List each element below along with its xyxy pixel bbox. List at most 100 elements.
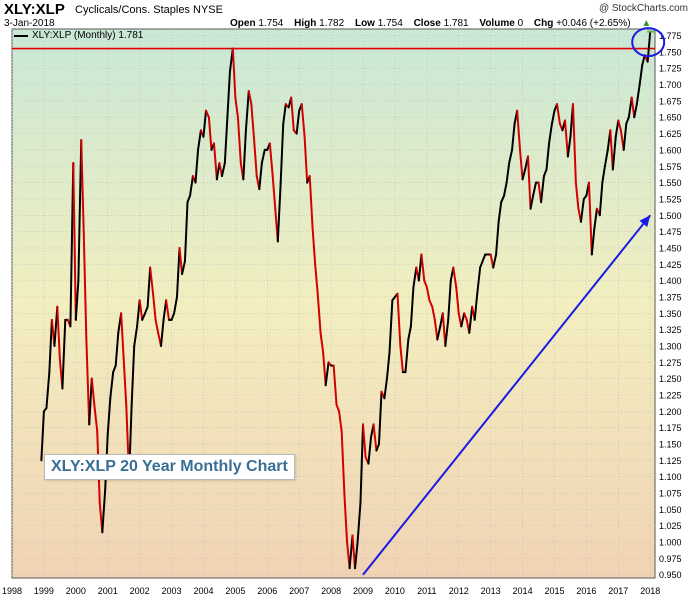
y-tick-label: 1.650: [659, 113, 682, 123]
trendline-arrowhead: [639, 215, 651, 227]
symbol-title: XLY:XLP: [4, 1, 65, 18]
volume-value: 0: [517, 18, 524, 29]
y-tick-label: 1.050: [659, 505, 682, 515]
y-tick-label: 1.550: [659, 178, 682, 188]
x-tick-label: 2009: [353, 586, 373, 596]
price-segment: [516, 109, 522, 151]
price-segment: [383, 377, 388, 400]
low-value: 1.754: [377, 18, 403, 29]
price-segment: [144, 305, 149, 315]
price-segment: [207, 116, 213, 151]
x-tick-label: 2008: [321, 586, 341, 596]
x-tick-label: 2010: [385, 586, 405, 596]
price-segment: [175, 246, 181, 298]
trendline: [362, 214, 651, 576]
price-segment: [114, 331, 120, 367]
y-tick-label: 1.500: [659, 211, 682, 221]
price-segment: [511, 122, 516, 151]
price-segment: [276, 181, 282, 243]
price-segment: [550, 109, 556, 125]
y-tick-label: 1.300: [659, 341, 682, 351]
price-segment: [404, 338, 410, 374]
y-tick-label: 1.775: [659, 31, 682, 41]
price-segment: [194, 148, 200, 184]
y-tick-label: 1.100: [659, 472, 682, 482]
y-tick-label: 1.150: [659, 440, 682, 450]
price-segment: [593, 207, 598, 230]
price-segment: [311, 227, 317, 266]
price-segment: [614, 119, 620, 138]
x-tick-label: 2015: [544, 586, 564, 596]
price-segment: [120, 312, 125, 361]
y-tick-label: 1.475: [659, 227, 682, 237]
y-tick-label: 1.000: [659, 538, 682, 548]
x-tick-label: 2016: [576, 586, 596, 596]
price-segment: [519, 148, 524, 181]
price-segment: [463, 312, 468, 321]
y-tick-label: 1.450: [659, 243, 682, 253]
x-tick-label: 2014: [513, 586, 533, 596]
y-tick-label: 0.950: [659, 570, 682, 580]
price-segment: [130, 344, 136, 406]
price-segment: [319, 331, 325, 354]
price-segment: [133, 325, 139, 347]
price-segment: [433, 318, 439, 341]
price-segment: [247, 90, 253, 106]
price-segment: [625, 116, 630, 125]
volume-label: Volume: [479, 18, 515, 29]
price-segment: [500, 194, 506, 204]
x-tick-label: 2001: [98, 586, 118, 596]
high-label: High: [294, 18, 317, 29]
price-segment: [638, 63, 644, 86]
price-segment: [314, 263, 319, 295]
price-segment: [423, 279, 428, 289]
price-segment: [425, 286, 431, 302]
price-segment: [290, 96, 295, 132]
price-segment: [48, 318, 53, 374]
price-segment: [407, 325, 412, 341]
price-segment: [112, 364, 117, 374]
price-segment: [447, 279, 452, 321]
price-segment: [146, 266, 152, 308]
price-segment: [372, 423, 378, 452]
price-segment: [375, 443, 380, 452]
price-segment: [495, 220, 500, 256]
x-tick-label: 1998: [2, 586, 22, 596]
price-segment: [396, 292, 402, 347]
x-tick-label: 2005: [225, 586, 245, 596]
y-tick-label: 1.125: [659, 456, 682, 466]
low-label: Low: [354, 18, 375, 29]
price-segment: [335, 403, 341, 413]
price-segment: [630, 96, 636, 119]
x-tick-label: 2011: [417, 586, 436, 596]
open-label: Open: [230, 18, 256, 29]
price-segment: [428, 299, 434, 308]
price-segment: [497, 201, 503, 223]
y-tick-label: 1.200: [659, 407, 682, 417]
price-segment: [571, 103, 577, 184]
price-segment: [236, 116, 242, 164]
price-segment: [234, 96, 239, 119]
price-segment: [633, 103, 638, 119]
price-segment: [601, 165, 606, 184]
highlight-circle: [631, 27, 666, 58]
price-segment: [303, 135, 309, 184]
chart-annotation: XLY:XLP 20 Year Monthly Chart: [44, 454, 295, 480]
price-segment: [268, 142, 274, 178]
price-segment: [90, 377, 96, 406]
price-segment: [579, 197, 585, 223]
x-tick-label: 2018: [640, 586, 660, 596]
price-segment: [324, 361, 330, 387]
price-segment: [56, 305, 61, 361]
price-segment: [202, 109, 208, 138]
y-tick-label: 0.975: [659, 554, 682, 564]
price-segment: [587, 181, 593, 256]
exchange-label: NYSE: [193, 4, 223, 16]
price-segment: [165, 299, 171, 321]
price-segment: [186, 194, 192, 204]
price-segment: [109, 371, 115, 400]
price-segment: [545, 142, 551, 171]
y-tick-label: 1.625: [659, 129, 682, 139]
price-segment: [260, 148, 266, 164]
